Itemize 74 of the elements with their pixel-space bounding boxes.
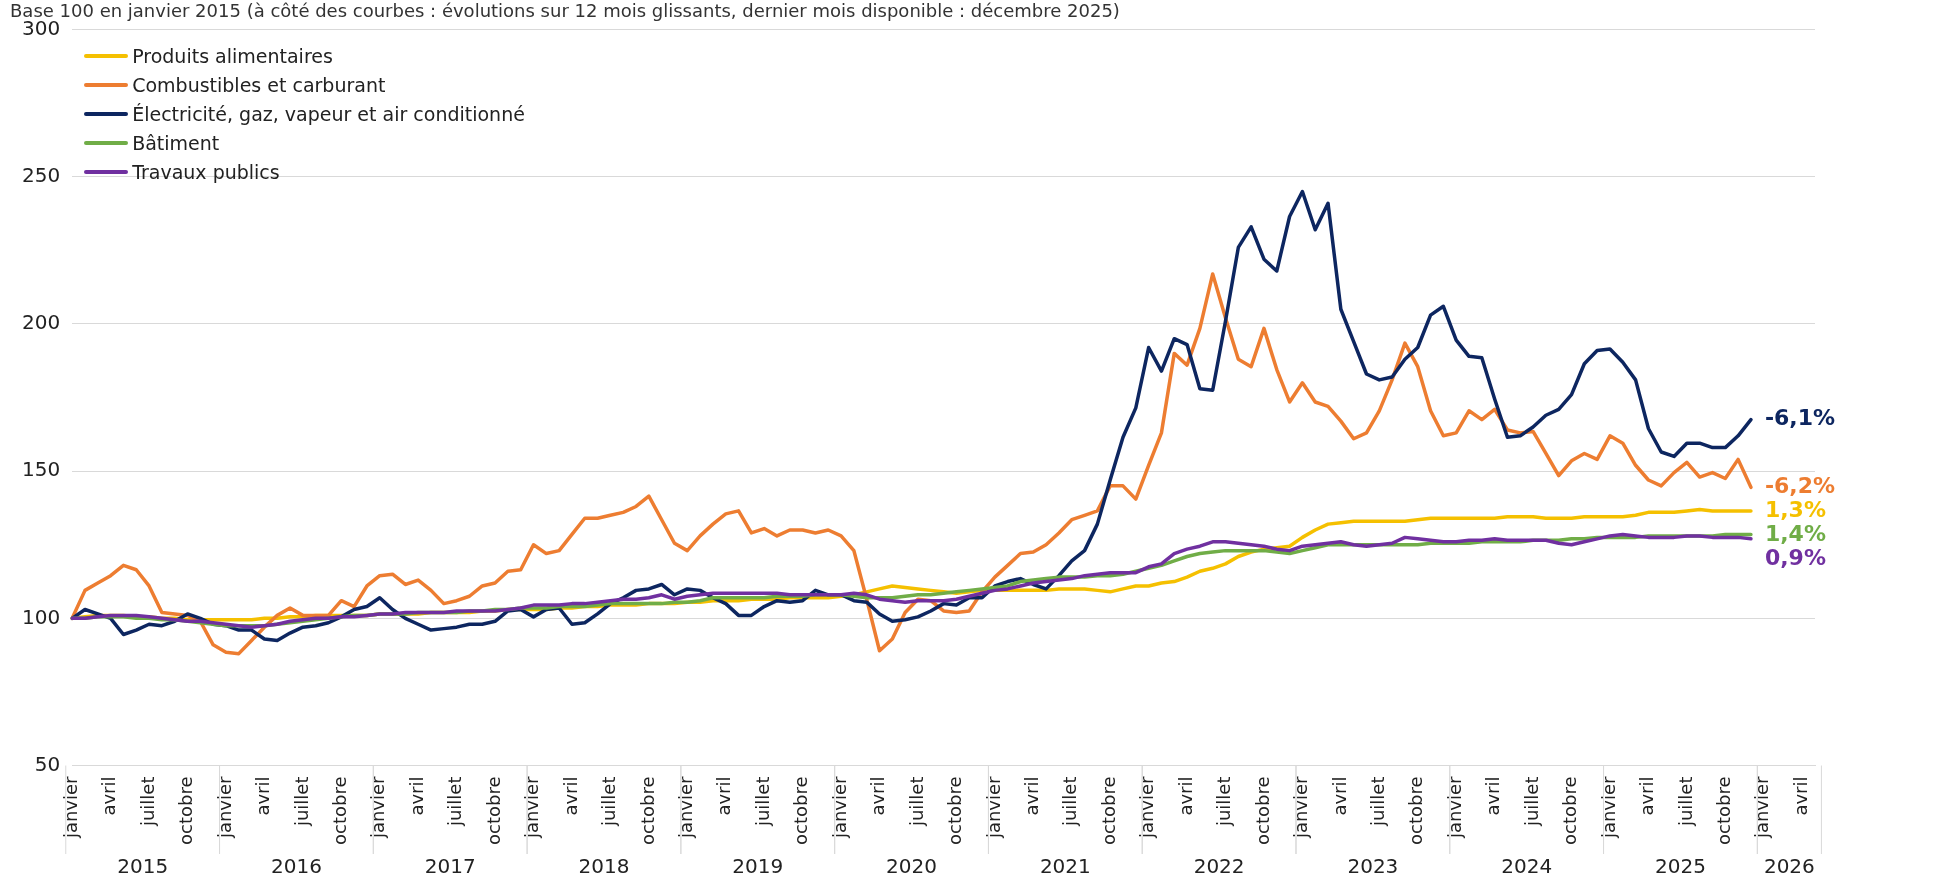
x-tick-label: avril bbox=[713, 776, 735, 816]
y-tick-label: 50 bbox=[34, 751, 61, 776]
x-tick-label: juillet bbox=[1213, 776, 1235, 828]
text: 2022 bbox=[1193, 854, 1245, 879]
x-tick-label: janvier bbox=[367, 775, 389, 840]
x-tick-label: octobre bbox=[175, 776, 197, 845]
y-tick-label: 150 bbox=[21, 457, 61, 482]
x-tick-label: juillet bbox=[1520, 776, 1542, 828]
x-tick-label: avril bbox=[1020, 776, 1042, 816]
x-tick-label: juillet bbox=[751, 776, 773, 828]
chart-subtitle: Base 100 en janvier 2015 (à côté des courbes : évolutions sur 12 mois glissants, dernier mois disponible : décembre 2025) bbox=[10, 0, 1120, 22]
x-tick-label: janvier bbox=[1290, 775, 1312, 840]
x-tick-label: octobre bbox=[1251, 776, 1273, 845]
x-tick-label: octobre bbox=[790, 776, 812, 845]
annotation: 1,4% bbox=[1764, 521, 1826, 547]
text: 2015 bbox=[117, 854, 169, 879]
x-tick-label: octobre bbox=[1559, 776, 1581, 845]
x-tick-label: juillet bbox=[1366, 776, 1388, 828]
y-tick-label: 100 bbox=[21, 604, 61, 629]
x-tick-label: janvier bbox=[213, 775, 235, 840]
annotation: -6,1% bbox=[1764, 405, 1836, 431]
x-tick-label: octobre bbox=[1097, 776, 1119, 845]
x-tick-label: avril bbox=[559, 776, 581, 816]
x-tick-label: octobre bbox=[636, 776, 658, 845]
text: 2019 bbox=[732, 854, 784, 879]
annotation: 0,9% bbox=[1764, 545, 1826, 571]
text: 2026 bbox=[1763, 854, 1815, 879]
x-tick-label: janvier bbox=[521, 775, 543, 840]
x-tick-label: octobre bbox=[1712, 776, 1734, 845]
x-tick-label: janvier bbox=[828, 775, 850, 840]
x-tick-label: avril bbox=[252, 776, 274, 816]
x-tick-label: janvier bbox=[59, 775, 81, 840]
x-tick-label: octobre bbox=[1405, 776, 1427, 845]
x-tick-label: avril bbox=[867, 776, 889, 816]
x-tick-label: avril bbox=[1174, 776, 1196, 816]
y-tick-label: 250 bbox=[21, 162, 61, 187]
annotation: -6,2% bbox=[1764, 473, 1836, 499]
x-tick-label: janvier bbox=[1136, 775, 1158, 840]
legend-label: Produits alimentaires bbox=[132, 43, 333, 69]
x-tick-label: juillet bbox=[905, 776, 927, 828]
x-tick-label: avril bbox=[98, 776, 120, 816]
legend-label: Travaux publics bbox=[132, 159, 280, 185]
x-tick-label: juillet bbox=[136, 776, 158, 828]
text: 2025 bbox=[1654, 854, 1706, 879]
x-tick-label: juillet bbox=[1059, 776, 1081, 828]
x-tick-label: avril bbox=[1636, 776, 1658, 816]
x-tick-label: janvier bbox=[1751, 775, 1773, 840]
text: 2017 bbox=[424, 854, 476, 879]
x-tick-label: juillet bbox=[1674, 776, 1696, 828]
x-tick-label: octobre bbox=[944, 776, 966, 845]
text: 2023 bbox=[1347, 854, 1399, 879]
x-tick-label: janvier bbox=[1597, 775, 1619, 840]
annotation: 1,3% bbox=[1764, 497, 1826, 523]
legend-label: Combustibles et carburant bbox=[132, 72, 386, 98]
x-tick-label: octobre bbox=[328, 776, 350, 845]
x-tick-label: juillet bbox=[290, 776, 312, 828]
text: 2018 bbox=[578, 854, 630, 879]
x-tick-label: juillet bbox=[598, 776, 620, 828]
legend-label: Bâtiment bbox=[132, 130, 220, 156]
legend-label: Électricité, gaz, vapeur et air conditionné bbox=[132, 101, 525, 127]
x-tick-label: avril bbox=[1482, 776, 1504, 816]
text: 2020 bbox=[886, 854, 937, 879]
x-tick-label: octobre bbox=[482, 776, 504, 845]
x-tick-label: avril bbox=[405, 776, 427, 816]
text: 2016 bbox=[270, 854, 322, 879]
y-tick-label: 200 bbox=[21, 310, 61, 335]
x-tick-label: juillet bbox=[444, 776, 466, 828]
text: 2021 bbox=[1039, 854, 1091, 879]
x-tick-label: avril bbox=[1328, 776, 1350, 816]
x-tick-label: avril bbox=[1789, 776, 1811, 816]
x-tick-label: janvier bbox=[1443, 775, 1465, 840]
x-tick-label: janvier bbox=[982, 775, 1004, 840]
x-tick-label: janvier bbox=[674, 775, 696, 840]
text: 2024 bbox=[1501, 854, 1553, 879]
